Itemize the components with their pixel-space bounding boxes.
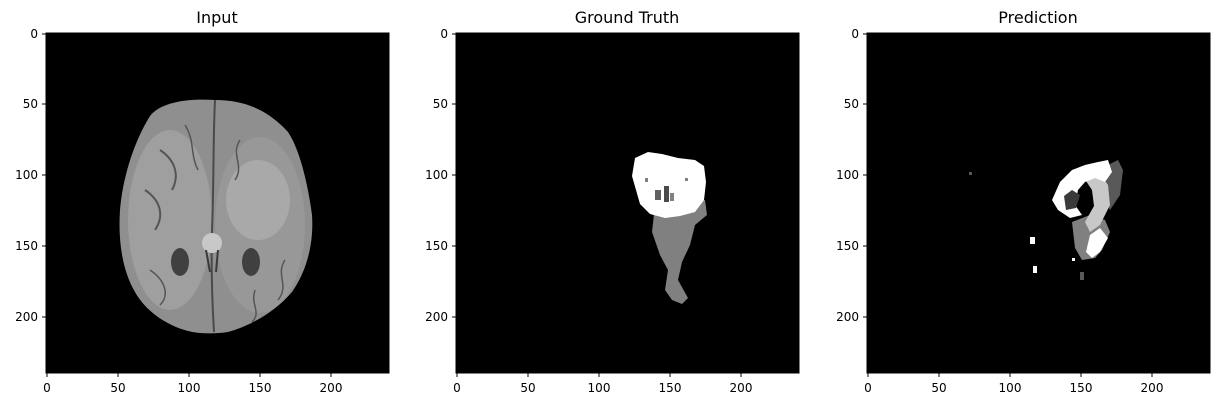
sulcus-7 xyxy=(251,289,257,323)
x-tick-label: 0 xyxy=(864,381,872,395)
pred-light-gray-region xyxy=(1082,170,1110,232)
x-tick-label: 0 xyxy=(453,381,461,395)
x-tick-label: 150 xyxy=(249,381,272,395)
y-axis-input: 0 50 100 150 200 xyxy=(15,27,46,324)
central-structure xyxy=(202,233,222,253)
y-tick-label: 0 xyxy=(851,27,859,41)
x-axis-ground-truth: 0 50 100 150 200 xyxy=(453,373,752,395)
gt-gray-region xyxy=(652,200,707,304)
pred-small-blob xyxy=(1030,237,1035,244)
y-tick-label: 50 xyxy=(23,97,38,111)
axes-frame-input xyxy=(45,32,390,374)
x-tick-label: 150 xyxy=(659,381,682,395)
ground-truth-mask xyxy=(632,152,707,304)
panel-title-input: Input xyxy=(196,8,237,27)
image-area-prediction xyxy=(867,33,1210,373)
x-tick-label: 50 xyxy=(520,381,535,395)
x-tick-label: 100 xyxy=(588,381,611,395)
panel-title-ground-truth: Ground Truth xyxy=(575,8,680,27)
panel-input: Input xyxy=(15,8,390,395)
x-tick-label: 200 xyxy=(1141,381,1164,395)
panel-ground-truth: Ground Truth 0 50 100 150 200 xyxy=(425,8,800,395)
sulcus-5 xyxy=(234,139,241,181)
gt-core-speck xyxy=(645,178,648,182)
y-tick-label: 100 xyxy=(836,168,859,182)
ventricle-right xyxy=(242,248,260,276)
x-tick-label: 50 xyxy=(110,381,125,395)
y-tick-label: 0 xyxy=(30,27,38,41)
panel-prediction: Prediction xyxy=(836,8,1211,395)
image-area-ground-truth xyxy=(456,33,799,373)
y-tick-label: 50 xyxy=(433,97,448,111)
x-tick-label: 150 xyxy=(1070,381,1093,395)
sulcus-1 xyxy=(159,149,177,191)
sulcus-4 xyxy=(149,269,166,306)
pred-small-blob xyxy=(1033,266,1037,273)
pred-small-blob xyxy=(969,172,972,175)
tumor-region xyxy=(226,160,290,240)
pred-small-blob xyxy=(1080,272,1084,280)
sulcus-6 xyxy=(277,259,286,301)
x-tick-label: 50 xyxy=(931,381,946,395)
panel-title-prediction: Prediction xyxy=(998,8,1077,27)
y-tick-label: 50 xyxy=(844,97,859,111)
gt-core-speck xyxy=(685,178,688,181)
gt-core-speck xyxy=(664,186,669,202)
x-axis-prediction: 0 50 100 150 200 xyxy=(864,373,1163,395)
y-tick-label: 150 xyxy=(836,239,859,253)
x-tick-label: 100 xyxy=(999,381,1022,395)
x-tick-label: 200 xyxy=(730,381,753,395)
pred-white-lower xyxy=(1086,228,1108,258)
brain-mri-image xyxy=(119,99,313,334)
x-tick-label: 0 xyxy=(43,381,51,395)
pred-dark-pocket xyxy=(1064,190,1080,210)
brain-left-hemisphere xyxy=(128,130,212,310)
y-axis-prediction: 0 50 100 150 200 xyxy=(836,27,867,324)
axes-frame-ground-truth xyxy=(455,32,800,374)
y-tick-label: 0 xyxy=(440,27,448,41)
axes-frame-prediction xyxy=(866,32,1211,374)
y-tick-label: 200 xyxy=(15,310,38,324)
x-axis-input: 0 50 100 150 200 xyxy=(43,373,342,395)
prediction-mask xyxy=(969,160,1123,280)
gt-core-speck xyxy=(655,190,661,200)
y-axis-ground-truth: 0 50 100 150 200 xyxy=(425,27,456,324)
pred-small-blob xyxy=(1072,258,1075,261)
central-dark-structure xyxy=(205,249,219,273)
x-tick-label: 200 xyxy=(320,381,343,395)
y-tick-label: 100 xyxy=(425,168,448,182)
sulcus-3 xyxy=(184,124,199,171)
gt-core-speck xyxy=(670,193,674,201)
y-tick-label: 150 xyxy=(425,239,448,253)
y-tick-label: 150 xyxy=(15,239,38,253)
midline-fissure xyxy=(210,99,216,333)
x-tick-label: 100 xyxy=(178,381,201,395)
gt-white-region xyxy=(632,152,706,218)
y-tick-label: 200 xyxy=(836,310,859,324)
ventricle-left xyxy=(171,248,189,276)
y-tick-label: 100 xyxy=(15,168,38,182)
y-tick-label: 200 xyxy=(425,310,448,324)
sulcus-2 xyxy=(144,189,162,231)
